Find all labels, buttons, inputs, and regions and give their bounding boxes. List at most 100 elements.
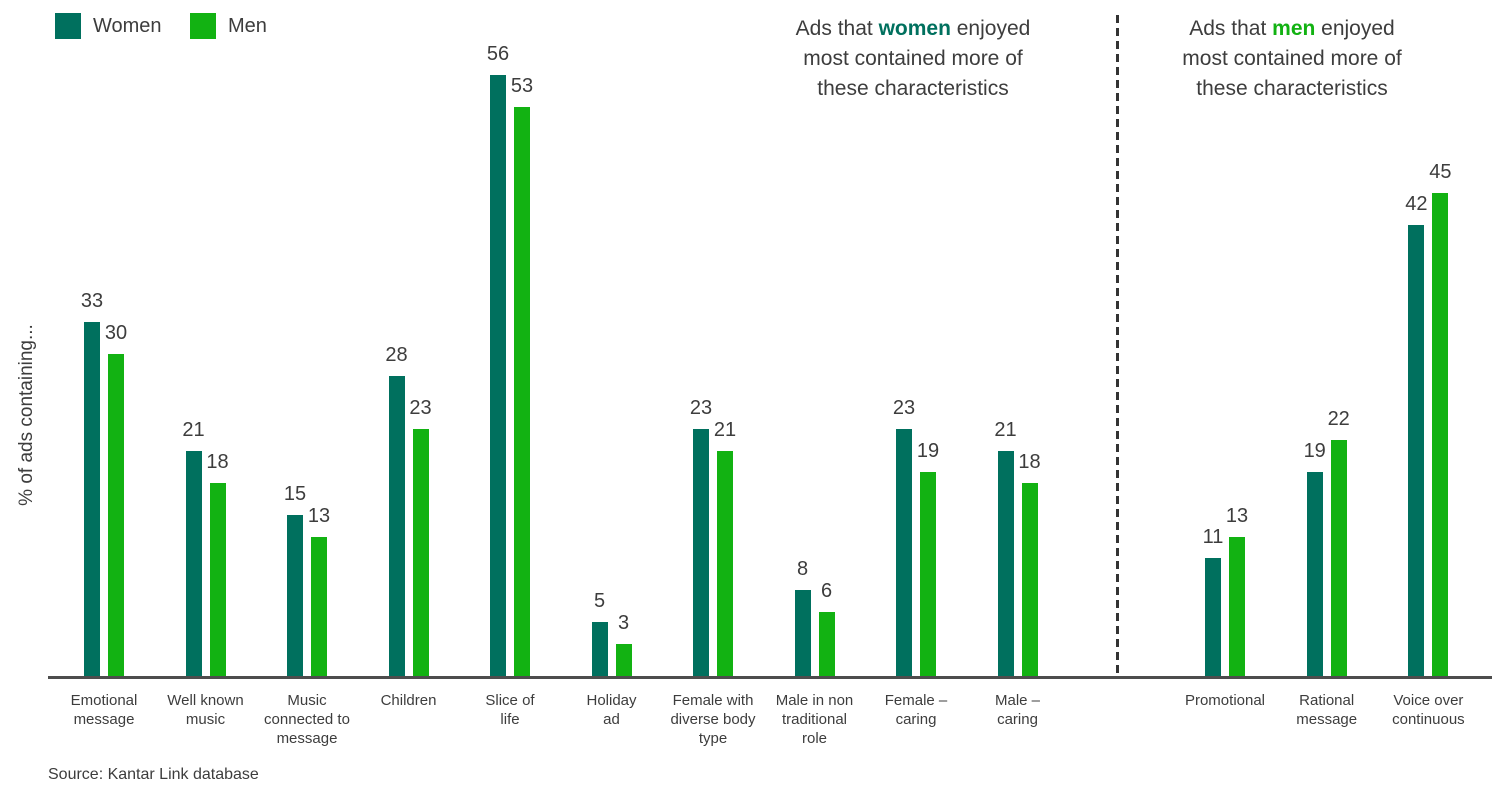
bar-men-11 (1330, 440, 1347, 676)
category-label-line: message (73, 711, 135, 728)
category-label-line: traditional (781, 711, 848, 728)
bar-men-4 (514, 107, 530, 676)
bar-men-3 (412, 429, 429, 676)
category-label-line: Children (380, 692, 437, 709)
bar-value-label-men-3: 23 (409, 397, 432, 419)
bar-value-label-men-2: 13 (307, 505, 331, 527)
x-axis-line (48, 676, 1492, 679)
bar-women-4 (490, 75, 506, 676)
category-label-5: Holiday ad (550, 691, 674, 729)
bar-women-2 (287, 515, 303, 676)
category-label-line: Well known (167, 692, 244, 709)
bar-women-3 (388, 376, 405, 676)
bar-value-label-women-7: 8 (796, 558, 809, 580)
bar-value-label-men-12: 45 (1429, 161, 1452, 183)
category-label-line: diverse body (670, 711, 756, 728)
bar-value-label-women-5: 5 (593, 590, 606, 612)
bar-men-1 (209, 483, 226, 676)
bar-value-label-men-11: 22 (1327, 408, 1350, 430)
bar-value-label-women-9: 21 (994, 419, 1017, 441)
bar-women-5 (591, 622, 608, 676)
bar-value-label-women-12: 42 (1405, 193, 1428, 215)
category-label-0: Emotional message (42, 691, 166, 729)
highlight-word-men: men (1272, 17, 1316, 40)
category-label-line: life (500, 711, 520, 728)
bar-value-label-women-0: 33 (80, 290, 104, 312)
category-label-line: Emotional (70, 692, 138, 709)
highlight-word-women: women (878, 17, 951, 40)
category-label-line: Rational (1299, 692, 1355, 709)
bar-women-7 (794, 590, 811, 676)
category-label-line: Voice over (1393, 692, 1464, 709)
legend-label-women: Women (93, 14, 162, 37)
annotation-women-preferred: Ads that women enjoyed most contained mo… (753, 14, 1073, 104)
category-label-line: Slice of (485, 692, 535, 709)
category-label-7: Male in non traditional role (753, 691, 877, 748)
bar-value-label-men-5: 3 (617, 612, 630, 634)
category-label-line: Music (287, 692, 327, 709)
category-label-line: music (185, 711, 226, 728)
category-label-line: message (276, 730, 338, 747)
category-label-line: Female – (884, 692, 948, 709)
bar-value-label-men-9: 18 (1018, 451, 1041, 473)
bar-value-label-men-6: 21 (713, 419, 737, 441)
bar-men-6 (717, 451, 733, 676)
bar-value-label-men-0: 30 (104, 322, 128, 344)
category-label-8: Female – caring (854, 691, 978, 729)
category-label-line: role (801, 730, 827, 747)
bar-men-10 (1229, 537, 1245, 676)
bar-women-11 (1306, 472, 1323, 676)
bar-women-8 (896, 429, 912, 676)
category-label-line: ad (603, 711, 620, 728)
category-label-line: connected to (264, 711, 350, 728)
annotation-men-line1: Ads that men enjoyed (1189, 17, 1395, 40)
category-label-4: Slice of life (448, 691, 572, 729)
bar-women-10 (1205, 558, 1221, 676)
annotation-women-line3: these characteristics (817, 77, 1009, 100)
category-label-line: Female with (672, 692, 754, 709)
bar-men-5 (615, 644, 632, 676)
category-label-line: Holiday (586, 692, 637, 709)
bar-value-label-men-7: 6 (820, 580, 833, 602)
bar-value-label-men-4: 53 (510, 75, 534, 97)
bar-value-label-women-2: 15 (283, 483, 307, 505)
annotation-women-line2: most contained more of (803, 47, 1023, 70)
bar-value-label-women-3: 28 (385, 344, 408, 366)
bar-men-7 (818, 612, 835, 676)
category-label-9: Male – caring (956, 691, 1080, 729)
legend-label-men: Men (228, 14, 267, 37)
bar-men-12 (1432, 193, 1449, 676)
bar-men-8 (920, 472, 936, 676)
bar-women-0 (84, 322, 100, 676)
category-label-line: message (1296, 711, 1358, 728)
bar-value-label-women-1: 21 (182, 419, 205, 441)
category-label-line: Promotional (1184, 692, 1266, 709)
legend-item-women: Women (55, 13, 162, 39)
category-label-line: Male – (994, 692, 1041, 709)
category-label-line: caring (895, 711, 937, 728)
y-axis-label: % of ads containing... (16, 324, 37, 506)
legend-swatch-women (55, 13, 81, 39)
category-label-line: Male in non (775, 692, 854, 709)
category-label-line: type (698, 730, 728, 747)
bar-value-label-men-8: 19 (916, 440, 940, 462)
category-label-1: Well known music (144, 691, 268, 729)
category-label-11: Rational message (1265, 691, 1389, 729)
category-label-3: Children (347, 691, 471, 710)
category-label-line: continuous (1392, 711, 1465, 728)
bar-women-9 (997, 451, 1014, 676)
category-label-6: Female with diverse body type (651, 691, 775, 748)
bar-value-label-women-8: 23 (892, 397, 916, 419)
annotation-women-line1: Ads that women enjoyed (795, 17, 1031, 40)
annotation-men-preferred: Ads that men enjoyed most contained more… (1132, 14, 1452, 104)
bar-men-9 (1021, 483, 1038, 676)
bar-value-label-women-4: 56 (486, 43, 510, 65)
bar-value-label-men-1: 18 (206, 451, 229, 473)
bar-value-label-women-11: 19 (1303, 440, 1326, 462)
category-label-12: Voice over continuous (1366, 691, 1490, 729)
legend-swatch-men (190, 13, 216, 39)
category-label-10: Promotional (1163, 691, 1287, 710)
bar-women-6 (693, 429, 709, 676)
bar-men-2 (311, 537, 327, 676)
section-separator-dashed-line (1116, 15, 1119, 676)
